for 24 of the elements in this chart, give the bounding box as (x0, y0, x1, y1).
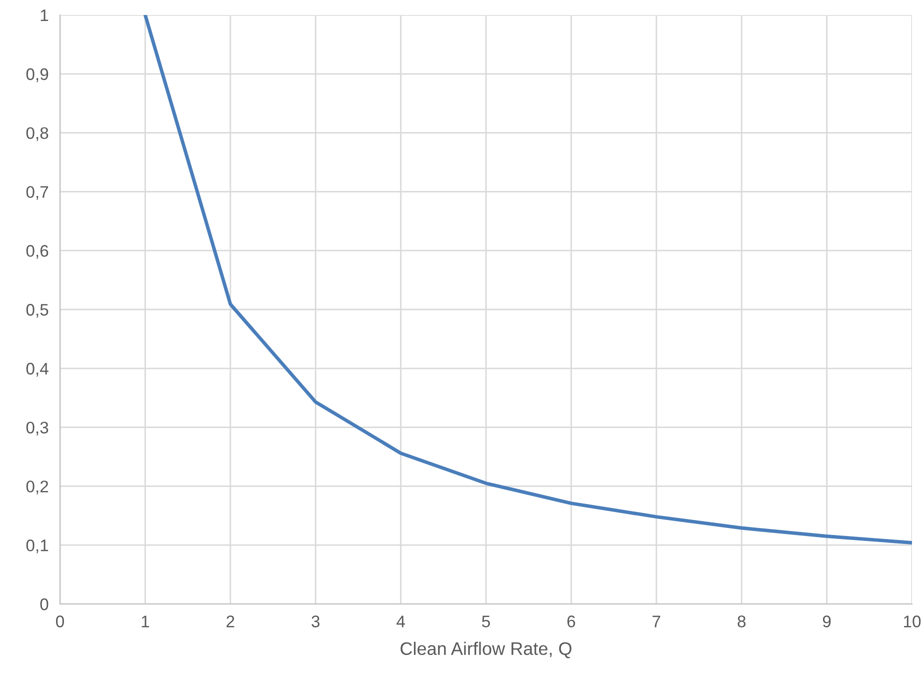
y-tick-label: 0,7 (26, 186, 48, 200)
x-tick-label: 9 (822, 616, 831, 628)
x-axis-title: Clean Airflow Rate, Q (400, 642, 572, 658)
x-tick-label: 7 (652, 616, 660, 628)
y-tick-label: 0,3 (26, 422, 48, 436)
x-tick-label: 0 (56, 616, 64, 628)
y-tick-label: 0,6 (26, 245, 48, 259)
x-tick-label: 2 (226, 616, 234, 628)
y-tick-label: 0,2 (26, 480, 48, 494)
x-tick-label: 3 (312, 616, 320, 628)
y-tick-label: 1 (40, 10, 48, 22)
x-tick-label: 4 (396, 616, 405, 628)
y-tick-label: 0,1 (26, 540, 48, 554)
y-tick-label: 0,9 (26, 68, 48, 82)
x-tick-label: 8 (738, 616, 746, 628)
line-series (143, 15, 912, 544)
x-tick-label: 1 (142, 616, 150, 628)
y-tick-label: 0,4 (26, 362, 48, 377)
x-tick-label: 10 (904, 616, 921, 628)
x-tick-label: 6 (567, 616, 576, 628)
y-tick-label: 0,5 (26, 304, 48, 318)
y-tick-label: 0 (40, 598, 48, 610)
y-tick-label: 0,8 (26, 127, 48, 141)
x-tick-label: 5 (482, 616, 490, 628)
